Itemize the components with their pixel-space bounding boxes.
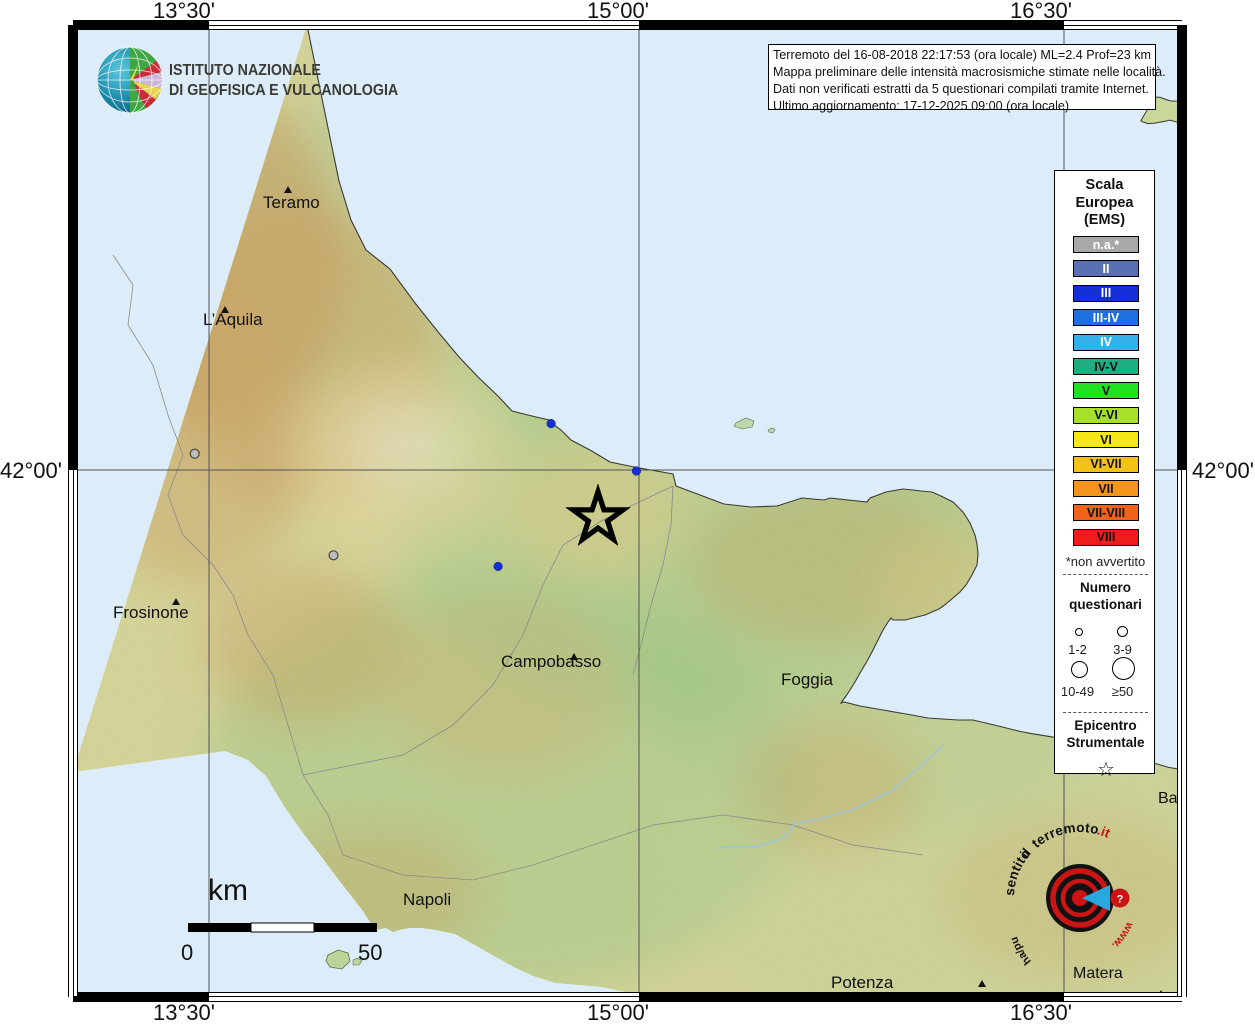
svg-text:Potenza: Potenza — [831, 973, 894, 992]
svg-text:Teramo: Teramo — [263, 193, 320, 212]
svg-text:km: km — [208, 874, 248, 907]
svg-text:ha/pu: ha/pu — [1008, 935, 1033, 967]
svg-text:Campobasso: Campobasso — [501, 652, 601, 671]
svg-text:terremoto: terremoto — [1029, 820, 1101, 851]
svg-text:Ba: Ba — [1158, 790, 1178, 807]
svg-text:www.: www. — [1109, 919, 1136, 951]
svg-text:?: ? — [1117, 894, 1124, 906]
svg-text:Frosinone: Frosinone — [113, 603, 189, 622]
svg-text:L’Aquila: L’Aquila — [203, 310, 263, 329]
svg-text:Foggia: Foggia — [781, 670, 834, 689]
svg-text:Napoli: Napoli — [403, 890, 451, 909]
svg-text:0: 0 — [181, 940, 193, 965]
